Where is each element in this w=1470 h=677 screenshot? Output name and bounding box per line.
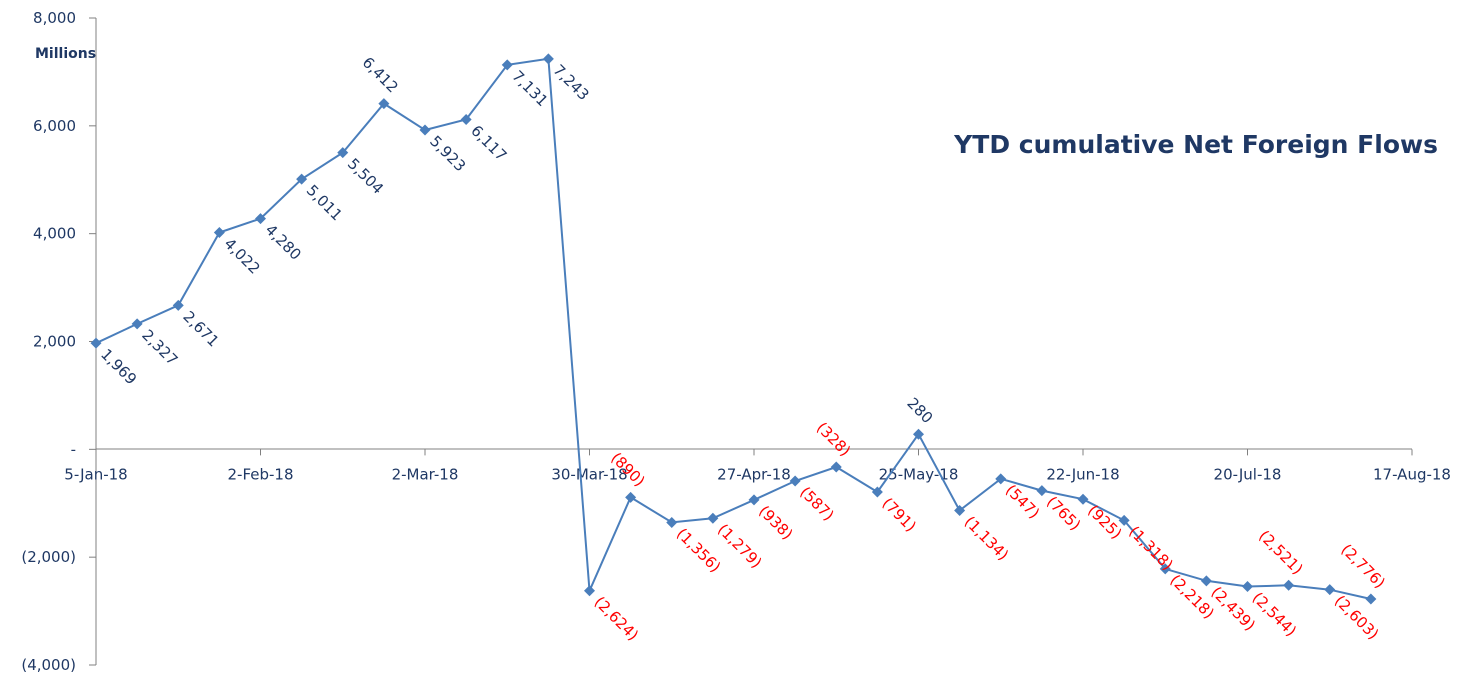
x-tick-label: 22-Jun-18: [1046, 465, 1119, 483]
data-point-marker: [1077, 493, 1089, 505]
data-label: (2,624): [591, 593, 642, 644]
data-label: 4,022: [221, 235, 264, 278]
data-point-marker: [830, 461, 842, 473]
data-point-marker: [748, 494, 760, 506]
data-label: (1,134): [961, 513, 1012, 564]
data-point-marker: [419, 124, 431, 136]
y-ticks: 8,000 6,000 4,000 2,000 - (2,000) (4,000): [21, 9, 96, 674]
data-point-marker: [1200, 575, 1212, 587]
data-label: (587): [796, 483, 837, 524]
chart-title: YTD cumulative Net Foreign Flows: [953, 130, 1438, 159]
data-point-marker: [707, 512, 719, 524]
data-point-marker: [584, 585, 595, 597]
data-label: 6,117: [467, 122, 510, 165]
x-tick-label: 20-Jul-18: [1214, 465, 1282, 483]
data-point-marker: [1159, 563, 1171, 575]
data-label: 5,011: [303, 181, 346, 224]
y-tick-label: 4,000: [33, 225, 76, 243]
data-point-marker: [995, 473, 1007, 485]
x-tick-label: 2-Feb-18: [227, 465, 293, 483]
data-label: 4,280: [262, 221, 305, 264]
data-label: 5,504: [344, 155, 387, 198]
data-point-marker: [255, 213, 266, 225]
x-tick-label: 5-Jan-18: [64, 465, 127, 483]
data-label: 5,923: [426, 132, 469, 175]
data-point-marker: [378, 98, 390, 110]
data-label: 7,243: [550, 61, 593, 104]
data-point-marker: [913, 428, 924, 440]
data-label: 280: [903, 394, 936, 427]
data-point-marker: [501, 59, 513, 71]
data-point-marker: [1036, 485, 1048, 497]
data-label: (791): [879, 494, 920, 535]
y-unit-label: Millions: [35, 46, 96, 62]
data-point-marker: [1283, 579, 1295, 591]
data-point-marker: [296, 173, 308, 185]
data-point-marker: [460, 114, 472, 126]
x-tick-label: 27-Apr-18: [717, 465, 791, 483]
y-tick-label: -: [71, 440, 76, 458]
y-tick-label: 2,000: [33, 333, 76, 351]
data-point-marker: [625, 491, 637, 503]
data-point-marker: [131, 318, 143, 330]
y-tick-label: 8,000: [33, 9, 76, 27]
data-label: (938): [755, 502, 796, 543]
y-tick-label: (4,000): [21, 656, 76, 674]
x-tick-label: 30-Mar-18: [551, 465, 627, 483]
series-path: [95, 57, 1372, 600]
data-point-marker: [1242, 580, 1253, 592]
y-tick-label: 6,000: [33, 117, 76, 135]
data-point-marker: [1324, 584, 1336, 596]
data-label: (925): [1084, 501, 1125, 542]
data-point-marker: [1118, 514, 1130, 526]
x-tick-label: 2-Mar-18: [392, 465, 459, 483]
data-label: (2,544): [1249, 589, 1300, 640]
data-label: (328): [813, 419, 854, 460]
data-label: 1,969: [97, 345, 140, 388]
data-label: 2,327: [138, 326, 181, 369]
data-point-marker: [871, 486, 883, 498]
data-label: 7,131: [508, 67, 551, 110]
y-tick-label: (2,000): [21, 548, 76, 566]
series-line: [90, 53, 1377, 605]
data-point-marker: [954, 504, 966, 516]
data-point-marker: [213, 226, 225, 238]
data-label: (2,521): [1255, 527, 1306, 578]
data-point-marker: [666, 516, 678, 528]
data-label: (547): [1002, 481, 1043, 522]
data-point-marker: [789, 475, 801, 487]
data-point-marker: [1365, 593, 1377, 605]
data-point-marker: [337, 147, 349, 159]
x-tick-label: 17-Aug-18: [1373, 465, 1451, 483]
data-point-marker: [172, 299, 184, 311]
data-label: 6,412: [359, 53, 402, 96]
data-label: (2,776): [1337, 540, 1388, 591]
x-ticks: 5-Jan-18 2-Feb-18 2-Mar-18 30-Mar-18 27-Apr-…: [64, 449, 1451, 483]
data-point-marker: [90, 337, 102, 349]
data-point-marker: [542, 53, 554, 65]
data-label: 2,671: [179, 307, 222, 350]
data-label: (1,318): [1125, 522, 1176, 573]
